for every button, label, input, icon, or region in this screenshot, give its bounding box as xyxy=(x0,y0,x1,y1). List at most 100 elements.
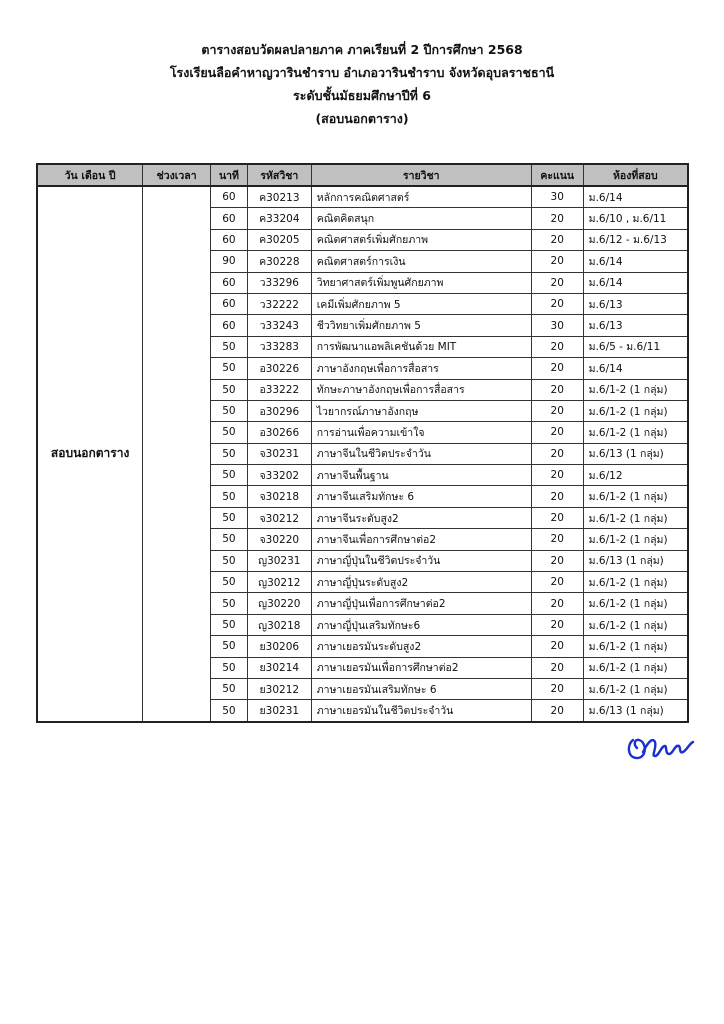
table-row: 50 ญ30220 ภาษาญี่ปุ่นเพื่อการศึกษาต่อ2 20 ม.… xyxy=(37,592,689,615)
code-cell: ค30213 xyxy=(246,185,312,209)
minutes-cell: 50 xyxy=(209,464,248,487)
subject-cell: วิทยาศาสตร์เพิ่มพูนศักยภาพ xyxy=(310,271,532,294)
score-cell: 20 xyxy=(530,677,584,701)
code-cell: ค30205 xyxy=(246,228,312,252)
room-cell: ม.6/1-2 (1 กลุ่ม) xyxy=(582,378,689,401)
score-cell: 20 xyxy=(530,699,584,723)
code-cell: ย30231 xyxy=(246,699,312,723)
code-cell: อ30266 xyxy=(246,421,312,444)
title-line-3: ระดับชั้นมัธยมศึกษาปีที่ 6 xyxy=(293,88,431,103)
table-row: 50 ย30212 ภาษาเยอรมันเสริมทักษะ 6 20 ม.6/1-2… xyxy=(37,677,689,701)
header-minutes: นาที xyxy=(209,163,248,187)
score-cell: 20 xyxy=(530,571,584,594)
minutes-cell: 60 xyxy=(209,314,248,337)
score-cell: 20 xyxy=(530,335,584,359)
room-cell: ม.6/14 xyxy=(582,357,689,380)
header-date: วัน เดือน ปี xyxy=(36,163,144,187)
room-cell: ม.6/14 xyxy=(582,185,689,209)
table-row: 90 ค30228 คณิตศาสตร์การเงิน 20 ม.6/14 xyxy=(37,250,689,273)
code-cell: ย30206 xyxy=(246,635,312,658)
table-row: 60 ว32222 เคมีเพิ่มศักยภาพ 5 20 ม.6/13 xyxy=(37,292,689,316)
room-cell: ม.6/1-2 (1 กลุ่ม) xyxy=(582,506,689,530)
code-cell: ญ30212 xyxy=(246,571,312,594)
score-cell: 20 xyxy=(530,656,584,679)
table-row: 50 ย30206 ภาษาเยอรมันระดับสูง2 20 ม.6/1-2 (1… xyxy=(37,635,689,658)
code-cell: ว33283 xyxy=(246,335,312,359)
subject-cell: ภาษาญี่ปุ่นระดับสูง2 xyxy=(310,571,532,594)
code-cell: อ33222 xyxy=(246,378,312,401)
title-line-2: โรงเรียนลือคำหาญวารินชำราบ อำเภอวารินชำร… xyxy=(169,65,555,80)
room-cell: ม.6/14 xyxy=(582,271,689,294)
minutes-cell: 50 xyxy=(209,335,248,359)
room-cell: ม.6/1-2 (1 กลุ่ม) xyxy=(582,421,689,444)
header-subject: รายวิชา xyxy=(310,163,532,187)
code-cell: ว33296 xyxy=(246,271,312,294)
header-time: ช่วงเวลา xyxy=(142,163,211,187)
code-cell: ญ30218 xyxy=(246,613,312,637)
room-cell: ม.6/13 xyxy=(582,292,689,316)
room-cell: ม.6/12 - ม.6/13 xyxy=(582,228,689,252)
room-cell: ม.6/10 , ม.6/11 xyxy=(582,207,689,230)
minutes-cell: 50 xyxy=(209,399,248,423)
room-cell: ม.6/13 (1 กลุ่ม) xyxy=(582,699,689,723)
table-row: 60 ว33243 ชีววิทยาเพิ่มศักยภาพ 5 30 ม.6/13 xyxy=(37,314,689,337)
minutes-cell: 60 xyxy=(209,271,248,294)
minutes-cell: 50 xyxy=(209,421,248,444)
score-cell: 20 xyxy=(530,250,584,273)
header-code: รหัสวิชา xyxy=(246,163,312,187)
score-cell: 20 xyxy=(530,421,584,444)
code-cell: จ30212 xyxy=(246,506,312,530)
table-row: 50 อ30296 ไวยากรณ์ภาษาอังกฤษ 20 ม.6/1-2 (1 ก… xyxy=(37,399,689,423)
subject-cell: ภาษาเยอรมันเสริมทักษะ 6 xyxy=(310,677,532,701)
score-cell: 20 xyxy=(530,399,584,423)
minutes-cell: 50 xyxy=(209,378,248,401)
score-cell: 30 xyxy=(530,185,584,209)
minutes-cell: 50 xyxy=(209,677,248,701)
subject-cell: คณิตคิดสนุก xyxy=(310,207,532,230)
subject-cell: ภาษาญี่ปุ่นในชีวิตประจำวัน xyxy=(310,549,532,573)
title-line-4: (สอบนอกตาราง) xyxy=(315,111,409,126)
subject-cell: ทักษะภาษาอังกฤษเพื่อการสื่อสาร xyxy=(310,378,532,401)
room-cell: ม.6/13 (1 กลุ่ม) xyxy=(582,549,689,573)
header-room: ห้องที่สอบ xyxy=(582,163,689,187)
table-row: 50 อ33222 ทักษะภาษาอังกฤษเพื่อการสื่อสาร 20… xyxy=(37,378,689,401)
room-cell: ม.6/1-2 (1 กลุ่ม) xyxy=(582,677,689,701)
subject-cell: คณิตศาสตร์การเงิน xyxy=(310,250,532,273)
minutes-cell: 60 xyxy=(209,185,248,209)
table-row: 50 อ30266 การอ่านเพื่อความเข้าใจ 20 ม.6/1-2 … xyxy=(37,421,689,444)
score-cell: 20 xyxy=(530,506,584,530)
room-cell: ม.6/1-2 (1 กลุ่ม) xyxy=(582,571,689,594)
score-cell: 20 xyxy=(530,442,584,466)
minutes-cell: 50 xyxy=(209,549,248,573)
minutes-cell: 50 xyxy=(209,613,248,637)
code-cell: จ33202 xyxy=(246,464,312,487)
subject-cell: ภาษาเยอรมันในชีวิตประจำวัน xyxy=(310,699,532,723)
subject-cell: ชีววิทยาเพิ่มศักยภาพ 5 xyxy=(310,314,532,337)
code-cell: อ30296 xyxy=(246,399,312,423)
document-title: ตารางสอบวัดผลปลายภาค ภาคเรียนที่ 2 ปีการ… xyxy=(0,38,724,130)
table-row: 50 ญ30212 ภาษาญี่ปุ่นระดับสูง2 20 ม.6/1-2 (1… xyxy=(37,571,689,594)
date-cell: สอบนอกตาราง xyxy=(36,185,144,723)
table-row: 50 จ30231 ภาษาจีนในชีวิตประจำวัน 20 ม.6/13 (… xyxy=(37,442,689,466)
score-cell: 20 xyxy=(530,549,584,573)
minutes-cell: 50 xyxy=(209,506,248,530)
subject-cell: ภาษาจีนเพื่อการศึกษาต่อ2 xyxy=(310,528,532,551)
subject-cell: ภาษาจีนในชีวิตประจำวัน xyxy=(310,442,532,466)
score-cell: 20 xyxy=(530,528,584,551)
code-cell: ค30228 xyxy=(246,250,312,273)
table-row: สอบนอกตาราง 60 ค30213 หลักการคณิตศาสตร์ 30 ม.… xyxy=(36,185,689,723)
minutes-cell: 50 xyxy=(209,528,248,551)
minutes-cell: 50 xyxy=(209,635,248,658)
room-cell: ม.6/12 xyxy=(582,464,689,487)
minutes-cell: 50 xyxy=(209,571,248,594)
minutes-cell: 60 xyxy=(209,292,248,316)
room-cell: ม.6/1-2 (1 กลุ่ม) xyxy=(582,485,689,508)
room-cell: ม.6/1-2 (1 กลุ่ม) xyxy=(582,613,689,637)
code-cell: ญ30220 xyxy=(246,592,312,615)
code-cell: ย30212 xyxy=(246,677,312,701)
subject-cell: ภาษาจีนระดับสูง2 xyxy=(310,506,532,530)
code-cell: ค33204 xyxy=(246,207,312,230)
room-cell: ม.6/13 xyxy=(582,314,689,337)
room-cell: ม.6/1-2 (1 กลุ่ม) xyxy=(582,592,689,615)
subject-cell: ภาษาจีนเสริมทักษะ 6 xyxy=(310,485,532,508)
